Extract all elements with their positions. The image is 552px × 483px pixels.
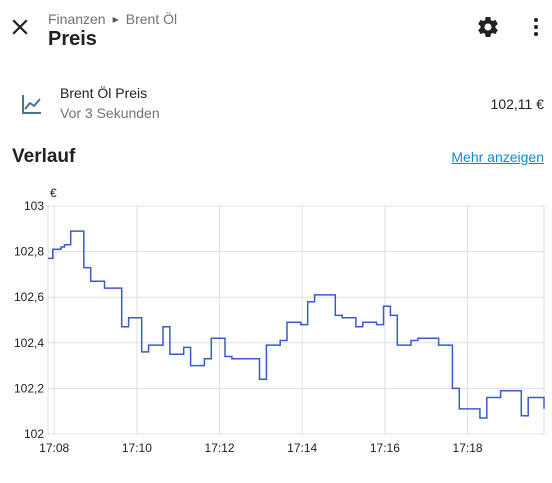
show-more-link[interactable]: Mehr anzeigen	[451, 149, 544, 165]
breadcrumb-separator-icon: ▶	[112, 14, 119, 24]
chart-grid	[47, 205, 545, 435]
app-header: Finanzen ▶ Brent Öl Preis	[0, 0, 552, 60]
close-icon[interactable]	[8, 15, 32, 39]
y-tick-label: 102	[24, 427, 44, 441]
y-tick-label: 102,8	[14, 245, 44, 259]
x-tick-label: 17:18	[453, 441, 483, 455]
page-title: Preis	[48, 28, 97, 50]
chart-y-axis: 103 102,8 102,6 102,4 102,2 102	[14, 199, 44, 441]
x-tick-label: 17:08	[39, 441, 69, 455]
x-tick-label: 17:10	[122, 441, 152, 455]
price-series-line	[48, 230, 545, 419]
history-title: Verlauf	[12, 146, 76, 167]
y-tick-label: 102,4	[14, 336, 44, 350]
entity-last-changed: Vor 3 Sekunden	[60, 105, 160, 121]
y-tick-label: 102,6	[14, 290, 44, 304]
entity-name: Brent Öl Preis	[60, 85, 148, 101]
entity-state-value: 102,11 €	[490, 96, 544, 112]
chart-unit-label: €	[50, 186, 57, 200]
y-tick-label: 102,2	[14, 381, 44, 395]
entity-row[interactable]: Brent Öl Preis Vor 3 Sekunden 102,11 €	[0, 80, 552, 128]
y-tick-label: 103	[24, 199, 44, 213]
more-vert-icon[interactable]	[524, 15, 548, 39]
chart-line-icon	[20, 92, 44, 116]
x-tick-label: 17:12	[205, 441, 235, 455]
breadcrumb: Finanzen ▶ Brent Öl	[48, 11, 177, 27]
x-tick-label: 17:16	[370, 441, 400, 455]
breadcrumb-item-area[interactable]: Finanzen	[48, 11, 106, 27]
gear-icon[interactable]	[476, 15, 500, 39]
chart-x-axis: 17:08 17:10 17:12 17:14 17:16 17:18	[39, 441, 483, 455]
breadcrumb-item-device[interactable]: Brent Öl	[125, 11, 178, 27]
x-tick-label: 17:14	[287, 441, 317, 455]
